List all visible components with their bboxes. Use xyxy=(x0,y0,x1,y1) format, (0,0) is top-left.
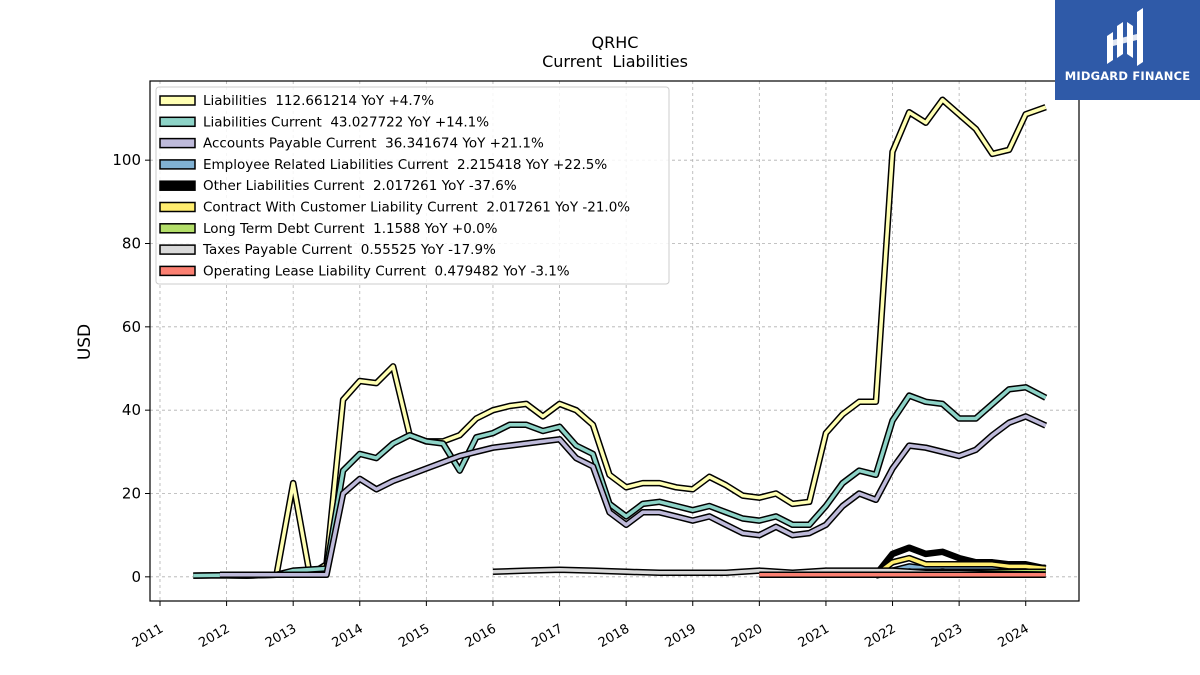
series-line-2 xyxy=(219,413,1048,579)
x-tick-label: 2024 xyxy=(996,621,1032,651)
chart-subtitle: Current Liabilities xyxy=(542,52,688,71)
x-tick-label: 2011 xyxy=(130,621,166,651)
series-stroke xyxy=(219,414,1047,577)
y-axis-label: USD xyxy=(75,324,95,360)
x-tick-label: 2021 xyxy=(796,621,832,651)
legend-label: Liabilities 112.661214 YoY +4.7% xyxy=(203,93,434,109)
legend-label: Long Term Debt Current 1.1588 YoY +0.0% xyxy=(203,221,498,237)
x-tick-label: 2016 xyxy=(463,621,499,651)
legend-label: Accounts Payable Current 36.341674 YoY +… xyxy=(203,136,544,152)
midgard-logo-icon xyxy=(1107,8,1143,66)
legend-swatch xyxy=(159,95,196,106)
series-stroke xyxy=(874,556,1046,577)
x-tick-label: 2013 xyxy=(263,621,299,651)
series-stroke xyxy=(193,98,1047,578)
brand-logo: MIDGARD FINANCE xyxy=(1055,0,1200,100)
legend-swatch xyxy=(159,244,196,255)
y-tick-label: 100 xyxy=(112,151,141,169)
series-lines xyxy=(193,96,1048,579)
legend-label: Taxes Payable Current 0.55525 YoY -17.9% xyxy=(202,242,496,258)
x-tick-label: 2023 xyxy=(929,621,965,651)
x-tick-label: 2022 xyxy=(862,621,898,651)
y-tick-label: 0 xyxy=(131,568,141,586)
x-tick-label: 2019 xyxy=(663,621,699,651)
legend-label: Other Liabilities Current 2.017261 YoY -… xyxy=(203,178,517,194)
x-tick-label: 2017 xyxy=(529,621,565,651)
legend-swatch xyxy=(159,265,196,277)
x-tick-label: 2020 xyxy=(729,621,765,651)
legend-label: Employee Related Liabilities Current 2.2… xyxy=(203,157,607,173)
y-tick-label: 20 xyxy=(122,485,141,503)
legend-label: Operating Lease Liability Current 0.4794… xyxy=(203,263,570,279)
y-tick-label: 60 xyxy=(122,318,141,336)
series-line-0 xyxy=(193,96,1047,579)
legend-swatch xyxy=(159,180,196,191)
legend-swatch xyxy=(159,201,196,213)
legend-swatch xyxy=(159,137,196,149)
series-line-1 xyxy=(193,384,1048,579)
y-tick-label: 40 xyxy=(122,401,141,419)
brand-name: MIDGARD FINANCE xyxy=(1064,69,1191,83)
series-stroke xyxy=(193,385,1047,578)
y-tick-label: 80 xyxy=(122,235,141,253)
plot-frame xyxy=(149,80,1080,602)
legend-swatch xyxy=(159,223,196,234)
legend: Liabilities 112.661214 YoY +4.7% Liabilit… xyxy=(155,86,670,285)
x-tick-label: 2014 xyxy=(330,621,366,651)
legend-label: Contract With Customer Liability Current… xyxy=(203,200,630,216)
x-tick-label: 2018 xyxy=(596,621,632,651)
legend-box xyxy=(155,86,670,285)
x-tick-label: 2015 xyxy=(396,621,432,651)
chart-title: QRHC xyxy=(592,33,639,52)
legend-swatch xyxy=(159,159,196,170)
series-line-5 xyxy=(873,554,1047,578)
legend-label: Liabilities Current 43.027722 YoY +14.1% xyxy=(203,114,489,130)
x-tick-label: 2012 xyxy=(196,621,232,651)
legend-swatch xyxy=(159,116,196,128)
